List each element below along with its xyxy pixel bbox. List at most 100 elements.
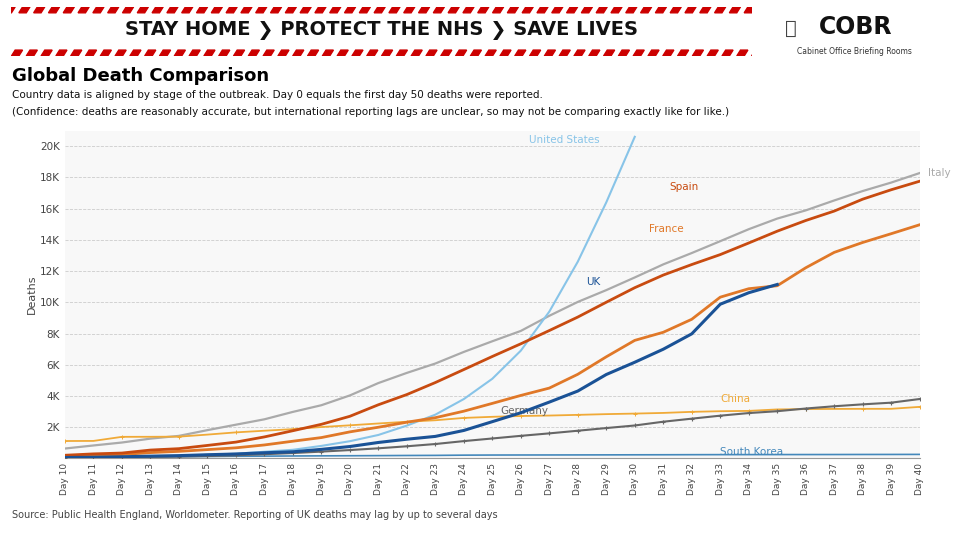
Polygon shape: [463, 7, 474, 13]
Polygon shape: [714, 7, 726, 13]
Polygon shape: [641, 7, 651, 13]
Polygon shape: [86, 50, 96, 56]
Polygon shape: [404, 7, 414, 13]
Y-axis label: Deaths: Deaths: [28, 274, 37, 314]
Text: 👑: 👑: [785, 19, 797, 38]
Polygon shape: [63, 7, 74, 13]
Polygon shape: [544, 50, 556, 56]
Text: Cabinet Office Briefing Rooms: Cabinet Office Briefing Rooms: [797, 47, 912, 56]
Polygon shape: [663, 50, 674, 56]
Polygon shape: [774, 7, 785, 13]
Polygon shape: [308, 50, 319, 56]
Polygon shape: [781, 50, 793, 56]
Polygon shape: [33, 7, 45, 13]
Polygon shape: [152, 7, 163, 13]
Polygon shape: [470, 50, 481, 56]
Polygon shape: [138, 7, 148, 13]
Polygon shape: [759, 7, 770, 13]
Text: COBR: COBR: [818, 15, 892, 39]
Polygon shape: [633, 50, 645, 56]
Polygon shape: [211, 7, 223, 13]
Polygon shape: [389, 7, 400, 13]
Polygon shape: [440, 50, 452, 56]
Polygon shape: [11, 50, 23, 56]
Polygon shape: [515, 50, 526, 56]
Polygon shape: [345, 7, 355, 13]
Polygon shape: [478, 7, 489, 13]
Polygon shape: [589, 50, 600, 56]
Polygon shape: [485, 50, 497, 56]
Polygon shape: [707, 50, 718, 56]
Text: South Korea: South Korea: [720, 447, 783, 457]
Polygon shape: [130, 50, 141, 56]
Polygon shape: [744, 7, 755, 13]
Polygon shape: [27, 50, 37, 56]
Polygon shape: [108, 7, 118, 13]
Polygon shape: [367, 50, 378, 56]
Polygon shape: [300, 7, 311, 13]
Polygon shape: [560, 50, 570, 56]
Text: Global Death Comparison: Global Death Comparison: [12, 67, 269, 85]
Polygon shape: [189, 50, 201, 56]
Polygon shape: [789, 7, 799, 13]
Polygon shape: [374, 7, 385, 13]
Text: China: China: [720, 394, 751, 404]
Polygon shape: [655, 7, 667, 13]
Polygon shape: [241, 7, 252, 13]
Polygon shape: [818, 7, 829, 13]
Polygon shape: [159, 50, 171, 56]
Polygon shape: [582, 7, 592, 13]
Polygon shape: [71, 50, 82, 56]
Polygon shape: [292, 50, 304, 56]
Text: Germany: Germany: [500, 406, 549, 416]
Polygon shape: [434, 7, 444, 13]
Polygon shape: [803, 7, 815, 13]
Text: Italy: Italy: [928, 168, 951, 178]
Polygon shape: [767, 50, 777, 56]
Polygon shape: [263, 50, 274, 56]
Polygon shape: [811, 50, 822, 56]
Polygon shape: [678, 50, 689, 56]
Polygon shape: [204, 50, 215, 56]
Polygon shape: [692, 50, 704, 56]
Polygon shape: [647, 50, 659, 56]
Polygon shape: [351, 50, 363, 56]
Polygon shape: [700, 7, 711, 13]
Polygon shape: [145, 50, 156, 56]
Text: UK: UK: [586, 277, 601, 287]
Polygon shape: [93, 7, 104, 13]
Polygon shape: [611, 7, 622, 13]
Polygon shape: [286, 7, 296, 13]
Polygon shape: [448, 7, 459, 13]
Polygon shape: [722, 50, 733, 56]
Text: Spain: Spain: [668, 182, 698, 192]
Polygon shape: [730, 7, 740, 13]
Text: United States: United States: [529, 135, 600, 145]
Text: Country data is aligned by stage of the outbreak. Day 0 equals the first day 50 : Country data is aligned by stage of the …: [12, 90, 543, 100]
Polygon shape: [4, 7, 15, 13]
Polygon shape: [248, 50, 260, 56]
Polygon shape: [604, 50, 615, 56]
Polygon shape: [411, 50, 422, 56]
Polygon shape: [181, 7, 193, 13]
Polygon shape: [456, 50, 467, 56]
Polygon shape: [396, 50, 408, 56]
Polygon shape: [278, 50, 289, 56]
Text: France: France: [649, 224, 684, 234]
Polygon shape: [752, 50, 763, 56]
Text: (Confidence: deaths are reasonably accurate, but international reporting lags ar: (Confidence: deaths are reasonably accur…: [12, 107, 730, 117]
Polygon shape: [174, 50, 185, 56]
Polygon shape: [322, 50, 333, 56]
Polygon shape: [19, 7, 30, 13]
Polygon shape: [382, 50, 393, 56]
Polygon shape: [552, 7, 562, 13]
Polygon shape: [507, 7, 519, 13]
Polygon shape: [256, 7, 266, 13]
Polygon shape: [737, 50, 748, 56]
Polygon shape: [426, 50, 437, 56]
Polygon shape: [500, 50, 511, 56]
Polygon shape: [418, 7, 430, 13]
Polygon shape: [315, 7, 326, 13]
Polygon shape: [522, 7, 533, 13]
Polygon shape: [226, 7, 237, 13]
